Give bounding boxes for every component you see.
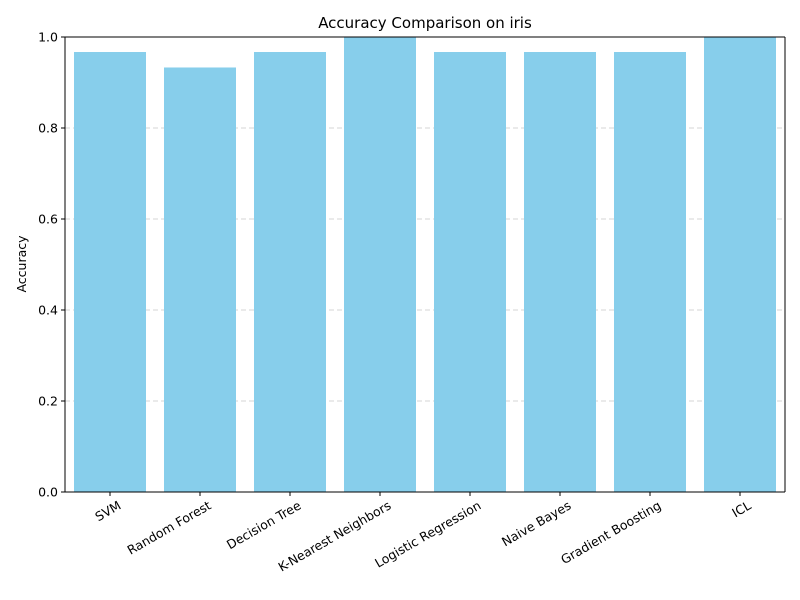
y-ticks: 0.0 0.2 0.4 0.6 0.8 1.0 [38, 30, 65, 500]
y-tick-label: 0.8 [38, 121, 58, 136]
bar [164, 67, 236, 493]
bar [434, 52, 506, 492]
y-tick-label: 0.0 [38, 485, 58, 500]
bar [614, 52, 686, 492]
bars [74, 37, 776, 493]
axes [64, 36, 786, 493]
y-tick-label: 0.2 [38, 394, 58, 409]
y-axis-label: Accuracy [14, 235, 29, 293]
bar [344, 37, 416, 492]
bar [524, 52, 596, 492]
x-tick-label: Random Forest [125, 498, 214, 558]
y-tick-label: 1.0 [38, 30, 58, 45]
y-tick-label: 0.4 [38, 303, 58, 318]
y-tick-label: 0.6 [38, 212, 58, 227]
x-tick-label: SVM [92, 498, 123, 525]
x-tick-label: Decision Tree [224, 497, 304, 552]
x-tick-label: Gradient Boosting [558, 498, 663, 567]
x-tick-label: ICL [729, 498, 753, 521]
bar [704, 37, 776, 492]
chart-title: Accuracy Comparison on iris [318, 14, 532, 32]
x-tick-label: Naive Bayes [499, 498, 574, 550]
bar [74, 52, 146, 492]
bar [254, 52, 326, 492]
